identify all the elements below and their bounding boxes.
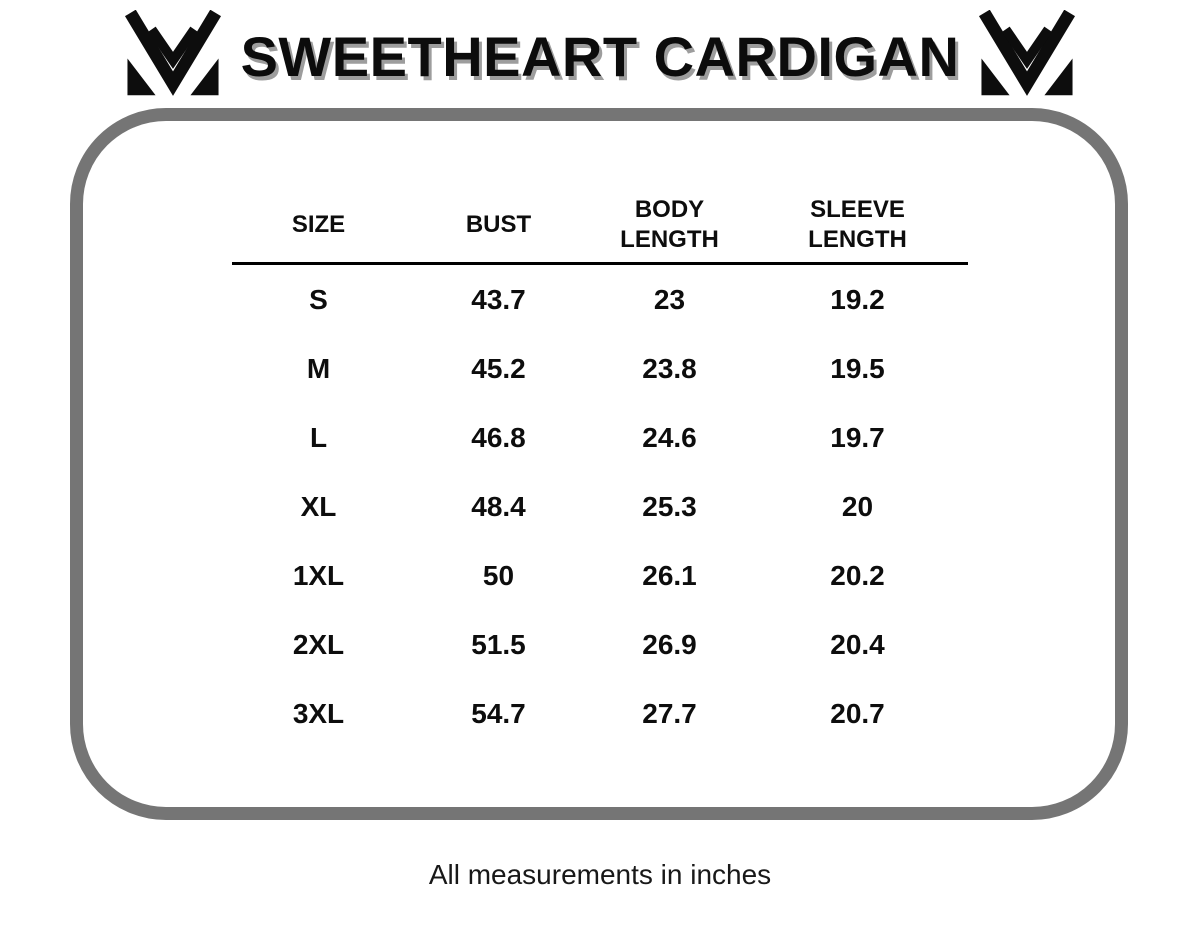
column-header-sleeve-length: SLEEVE LENGTH (747, 188, 968, 262)
sleeve-length-cell: 19.7 (830, 421, 885, 453)
header-divider-line (232, 262, 968, 265)
size-cell: 3XL (292, 697, 345, 729)
m-monogram-logo-right (979, 10, 1076, 96)
body-length-cell: 26.1 (642, 559, 697, 591)
bust-cell: 43.7 (471, 283, 526, 315)
sleeve-length-cell: 20.7 (830, 697, 885, 729)
bust-cell: 50 (482, 559, 515, 591)
column-header-label: SIZE (291, 211, 346, 238)
body-length-cell: 27.7 (642, 697, 697, 729)
size-cell: M (306, 352, 331, 384)
bust-cell: 51.5 (471, 628, 526, 660)
size-chart-table: SIZE BUST BODY LENGTH SLEEVE LENGTH S 43… (232, 188, 968, 748)
bust-cell: 48.4 (471, 490, 526, 522)
body-length-cell: 24.6 (642, 421, 697, 453)
size-cell: L (309, 421, 328, 453)
column-header-size: SIZE (232, 188, 405, 262)
page-title: SWEETHEART CARDIGAN (240, 25, 960, 88)
size-cell: XL (300, 490, 337, 522)
m-monogram-logo-left (124, 10, 221, 96)
bust-cell: 45.2 (471, 352, 526, 384)
column-header-body-length: BODY LENGTH (592, 188, 747, 262)
sleeve-length-cell: 20 (841, 490, 874, 522)
measurement-units-note: All measurements in inches (428, 859, 772, 890)
header: SWEETHEART CARDIGAN (0, 10, 1200, 103)
body-length-cell: 26.9 (642, 628, 697, 660)
sleeve-length-cell: 19.5 (830, 352, 885, 384)
body-length-cell: 23.8 (642, 352, 697, 384)
body-length-cell: 23 (653, 283, 686, 315)
size-cell: 2XL (292, 628, 345, 660)
column-header-label: SLEEVE LENGTH (808, 196, 907, 253)
column-header-bust: BUST (405, 188, 592, 262)
bust-cell: 54.7 (471, 697, 526, 729)
size-cell: S (309, 283, 328, 315)
sleeve-length-cell: 20.2 (830, 559, 885, 591)
column-header-label: BODY LENGTH (620, 196, 719, 253)
body-length-cell: 25.3 (642, 490, 697, 522)
chart-panel-border (70, 108, 1128, 820)
column-header-label: BUST (465, 211, 532, 238)
size-cell: 1XL (292, 559, 345, 591)
bust-cell: 46.8 (471, 421, 526, 453)
sleeve-length-cell: 20.4 (830, 628, 885, 660)
sleeve-length-cell: 19.2 (830, 283, 885, 315)
size-chart-grid: SIZE BUST BODY LENGTH SLEEVE LENGTH S 43… (232, 188, 968, 748)
